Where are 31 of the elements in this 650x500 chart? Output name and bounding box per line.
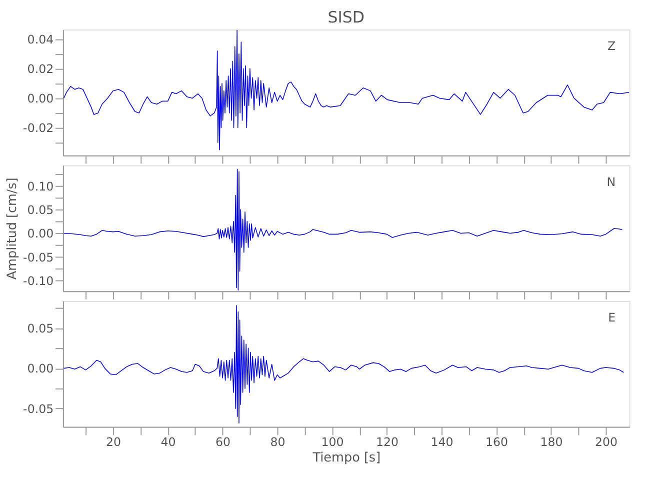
y-tick-label: 0.05 xyxy=(27,321,54,336)
x-tick-label: 40 xyxy=(160,434,176,449)
y-tick-label: 0.00 xyxy=(27,92,54,106)
y-tick-label: 0.04 xyxy=(27,32,54,47)
y-tick-label: 0.02 xyxy=(27,62,54,76)
y-tick-label: 0.10 xyxy=(27,179,54,194)
x-tick-label: 160 xyxy=(486,434,508,449)
y-tick-label: -0.10 xyxy=(23,274,54,288)
x-tick-label: 180 xyxy=(540,434,563,449)
y-tick-label: -0.02 xyxy=(23,121,54,136)
x-tick-label: 100 xyxy=(321,434,344,449)
line-series xyxy=(63,305,624,424)
x-tick-label: 80 xyxy=(270,434,286,449)
x-axis-title: Tiempo [s] xyxy=(312,450,381,466)
x-tick-label: 200 xyxy=(595,434,618,449)
text: N xyxy=(606,174,616,189)
y-axis-title: Amplitud [cm/s] xyxy=(5,178,20,280)
y-tick-label: -0.05 xyxy=(23,402,54,416)
y-tick-label: 0.00 xyxy=(27,362,54,376)
line-series xyxy=(63,168,623,291)
y-tick-label: 0.05 xyxy=(27,202,54,217)
x-tick-label: 60 xyxy=(216,434,231,449)
y-tick-label: -0.05 xyxy=(23,250,54,264)
line-series xyxy=(63,30,630,150)
x-tick-label: 20 xyxy=(106,434,122,449)
text: E xyxy=(608,310,616,325)
x-tick-label: 140 xyxy=(430,434,454,449)
x-tick-label: 120 xyxy=(376,434,399,449)
chart-title: SISD xyxy=(328,8,364,27)
text: Z xyxy=(607,39,616,54)
y-tick-label: 0.00 xyxy=(27,226,54,241)
